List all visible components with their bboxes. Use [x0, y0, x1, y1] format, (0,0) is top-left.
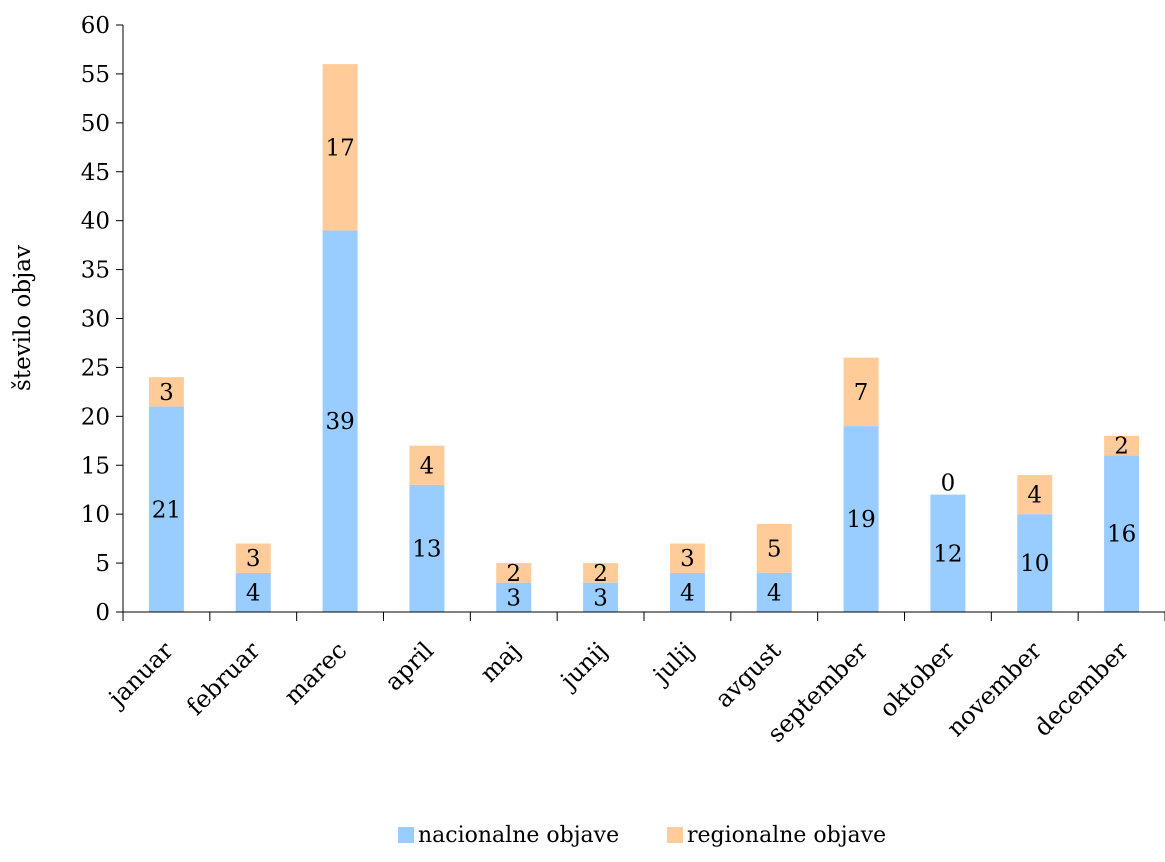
y-tick-label: 5	[95, 551, 110, 577]
y-axis-title: število objav	[10, 245, 36, 391]
x-tick-label: avgust	[710, 636, 787, 713]
data-label: 4	[246, 580, 261, 606]
x-tick-label: marec	[279, 636, 353, 710]
bar-national	[322, 230, 358, 612]
bar-regional	[669, 543, 705, 573]
data-label: 21	[152, 497, 181, 523]
legend-swatch	[398, 827, 414, 843]
legend: nacionalne objave regionalne objave	[398, 823, 886, 848]
data-label: 3	[593, 585, 608, 611]
data-label: 3	[680, 546, 695, 572]
bar-regional	[235, 543, 271, 573]
x-tick-label: junij	[553, 636, 613, 696]
y-tick-label: 20	[81, 404, 110, 430]
x-tick-label: maj	[475, 636, 526, 687]
x-tick-label: januar	[101, 636, 179, 714]
data-label: 2	[593, 561, 608, 587]
bar-national	[583, 582, 619, 612]
bar-national	[669, 572, 705, 612]
legend-entry: regionalne objave	[687, 823, 886, 848]
bar-national	[756, 572, 792, 612]
bar-regional	[1017, 475, 1053, 515]
y-tick-label: 10	[81, 502, 110, 528]
x-tick-label: februar	[181, 636, 266, 721]
bar-regional	[322, 64, 358, 231]
data-label: 13	[412, 536, 441, 562]
y-tick-label: 50	[81, 111, 110, 137]
x-tick-label: oktober	[874, 636, 961, 723]
data-label: 19	[846, 507, 875, 533]
bar-regional	[409, 445, 445, 485]
data-label: 10	[1020, 551, 1049, 577]
bar-national	[1104, 455, 1140, 612]
data-label: 4	[1027, 483, 1042, 509]
y-tick-label: 45	[81, 160, 110, 186]
data-label: 16	[1107, 522, 1136, 548]
legend-swatch	[667, 827, 683, 843]
data-label: 39	[325, 409, 354, 435]
x-tick-label: april	[379, 636, 439, 696]
data-label: 2	[506, 561, 521, 587]
bar-national	[843, 426, 879, 612]
bar-regional	[756, 523, 792, 573]
bar-national	[1017, 514, 1053, 612]
x-tick-label: julij	[645, 636, 699, 690]
y-tick-label: 0	[95, 600, 110, 626]
bar-regional	[148, 377, 184, 407]
data-label: 0	[941, 471, 956, 497]
bar-national	[930, 494, 966, 612]
x-tick-label: december	[1028, 636, 1134, 742]
y-tick-label: 30	[81, 307, 110, 333]
data-label: 4	[767, 580, 782, 606]
data-label: 5	[767, 536, 782, 562]
x-axis: januar februar marec april maj junij julij avgu…	[101, 611, 1165, 748]
bar-regional	[843, 357, 879, 427]
data-label: 3	[159, 380, 174, 406]
data-label: 7	[854, 380, 869, 406]
bar-national	[235, 572, 271, 612]
data-label: 4	[680, 580, 695, 606]
legend-entry: nacionalne objave	[418, 823, 619, 848]
data-label: 4	[420, 453, 435, 479]
data-label: 17	[325, 135, 354, 161]
data-label: 12	[933, 541, 962, 567]
bar-national	[148, 406, 184, 612]
data-label: 3	[246, 546, 261, 572]
y-tick-label: 55	[81, 62, 110, 88]
bar-national	[409, 484, 445, 612]
data-label: 2	[1114, 434, 1129, 460]
y-tick-label: 25	[81, 355, 110, 381]
bar-regional	[1104, 435, 1140, 456]
y-tick-label: 15	[81, 453, 110, 479]
bar-regional	[583, 563, 619, 583]
data-label: 3	[506, 585, 521, 611]
bar-national	[496, 582, 532, 612]
y-tick-label: 35	[81, 258, 110, 284]
y-tick-label: 40	[81, 209, 110, 235]
y-axis: 0 5 10 15 20 25 30 35 40 45 50 55 60	[81, 13, 124, 626]
y-tick-label: 60	[81, 13, 110, 39]
bar-regional	[496, 563, 532, 583]
